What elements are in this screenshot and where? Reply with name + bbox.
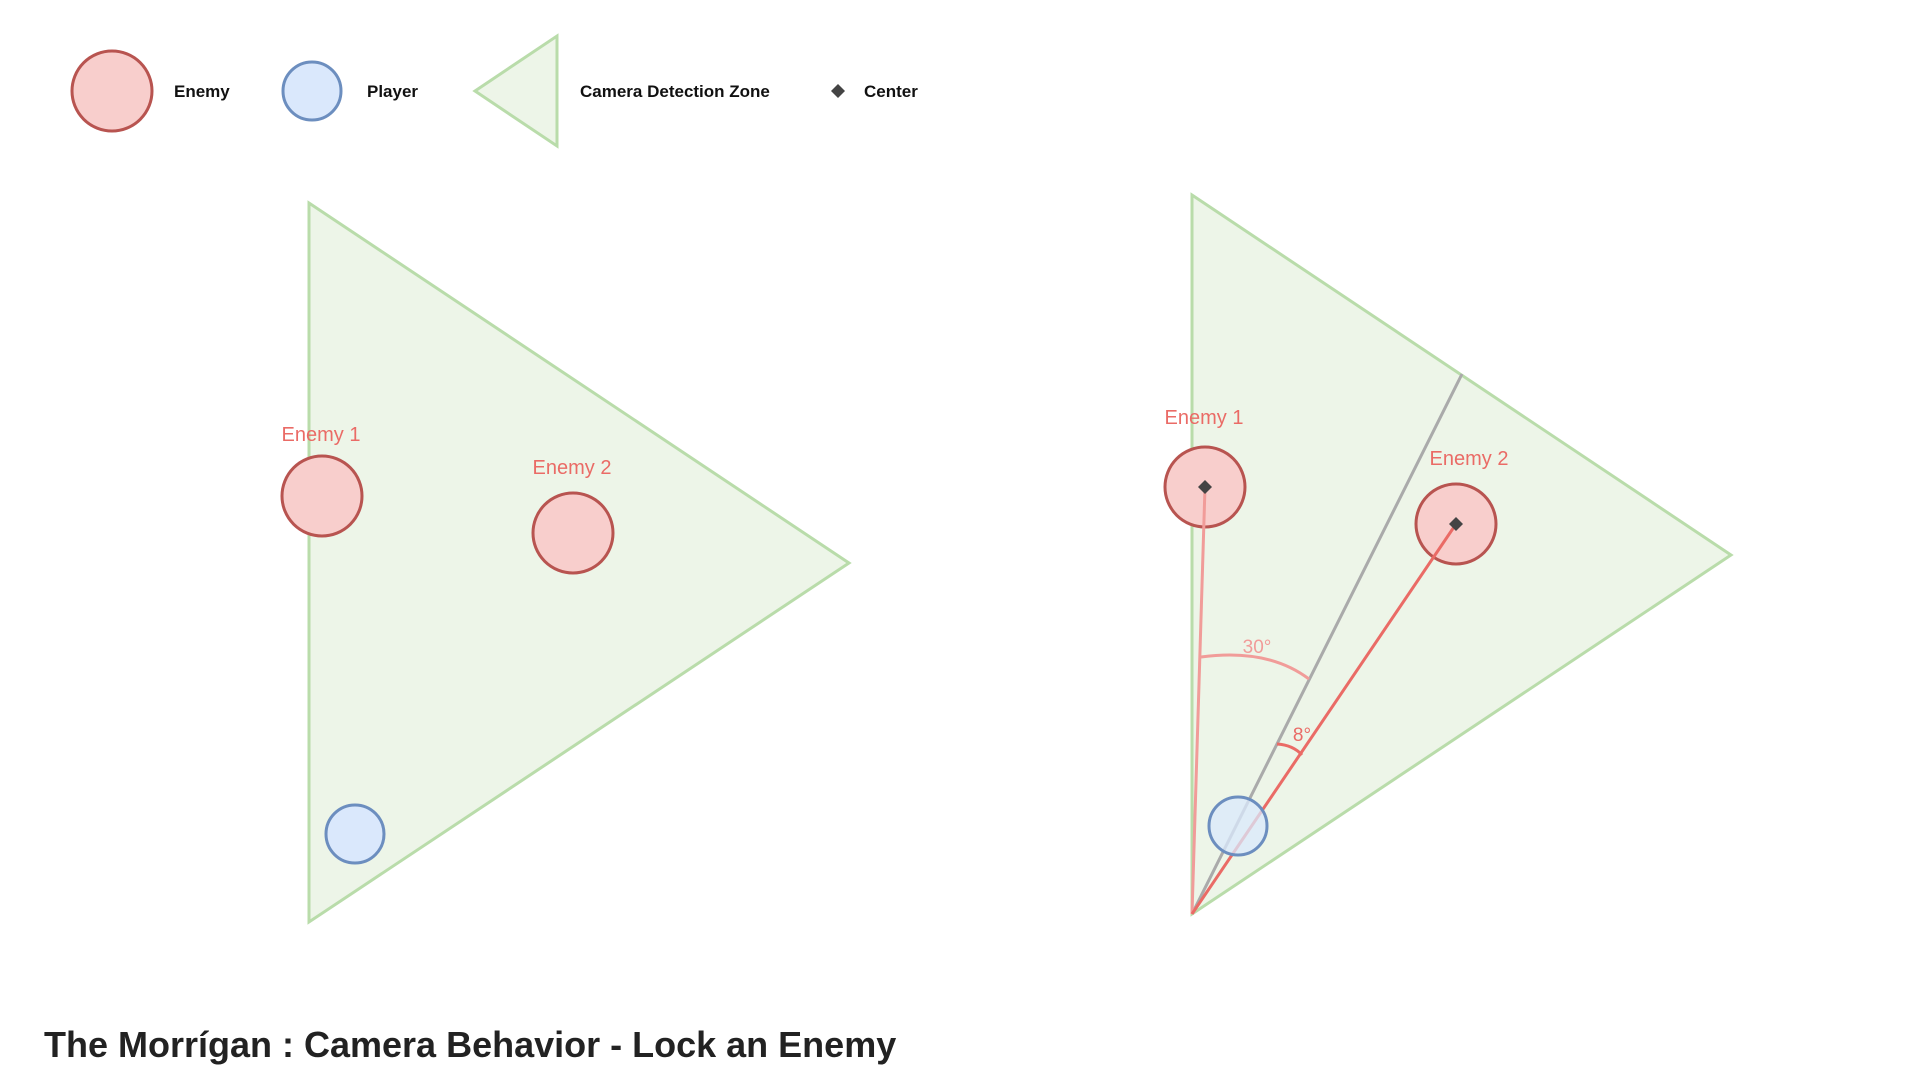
right-player — [1207, 795, 1269, 857]
left-player — [324, 803, 386, 865]
enemy1-center-marker — [1198, 480, 1212, 494]
left-enemy2-label: Enemy 2 — [533, 457, 612, 479]
angle-label-enemy1: 30° — [1243, 637, 1272, 658]
right-panel: Enemy 1 Enemy 2 30° 8° — [1163, 192, 1734, 917]
legend-zone-swatch — [472, 33, 559, 149]
legend-center-label: Center — [864, 82, 918, 101]
left-enemy1-label: Enemy 1 — [282, 424, 361, 446]
enemy2-center-marker — [1449, 517, 1463, 531]
left-enemy2 — [531, 491, 615, 575]
angle-arc-enemy1 — [1200, 653, 1310, 681]
legend-enemy-label: Enemy — [174, 82, 230, 101]
legend-player-label: Player — [367, 82, 418, 101]
line-to-enemy1 — [1190, 486, 1207, 915]
legend-center-marker — [831, 84, 845, 98]
left-panel: Enemy 1 Enemy 2 — [280, 200, 852, 925]
right-enemy1-label: Enemy 1 — [1165, 407, 1244, 429]
legend-enemy-swatch — [70, 49, 154, 133]
legend-player-swatch — [281, 60, 343, 122]
angle-arc-enemy2 — [1276, 742, 1304, 757]
left-enemy1 — [280, 454, 364, 538]
legend: Enemy Player Camera Detection Zone Cente… — [70, 33, 918, 149]
angle-label-enemy2: 8° — [1293, 725, 1311, 746]
right-enemy2-label: Enemy 2 — [1430, 448, 1509, 470]
legend-zone-label: Camera Detection Zone — [580, 82, 770, 101]
page-title: The Morrígan : Camera Behavior - Lock an… — [44, 1024, 896, 1065]
